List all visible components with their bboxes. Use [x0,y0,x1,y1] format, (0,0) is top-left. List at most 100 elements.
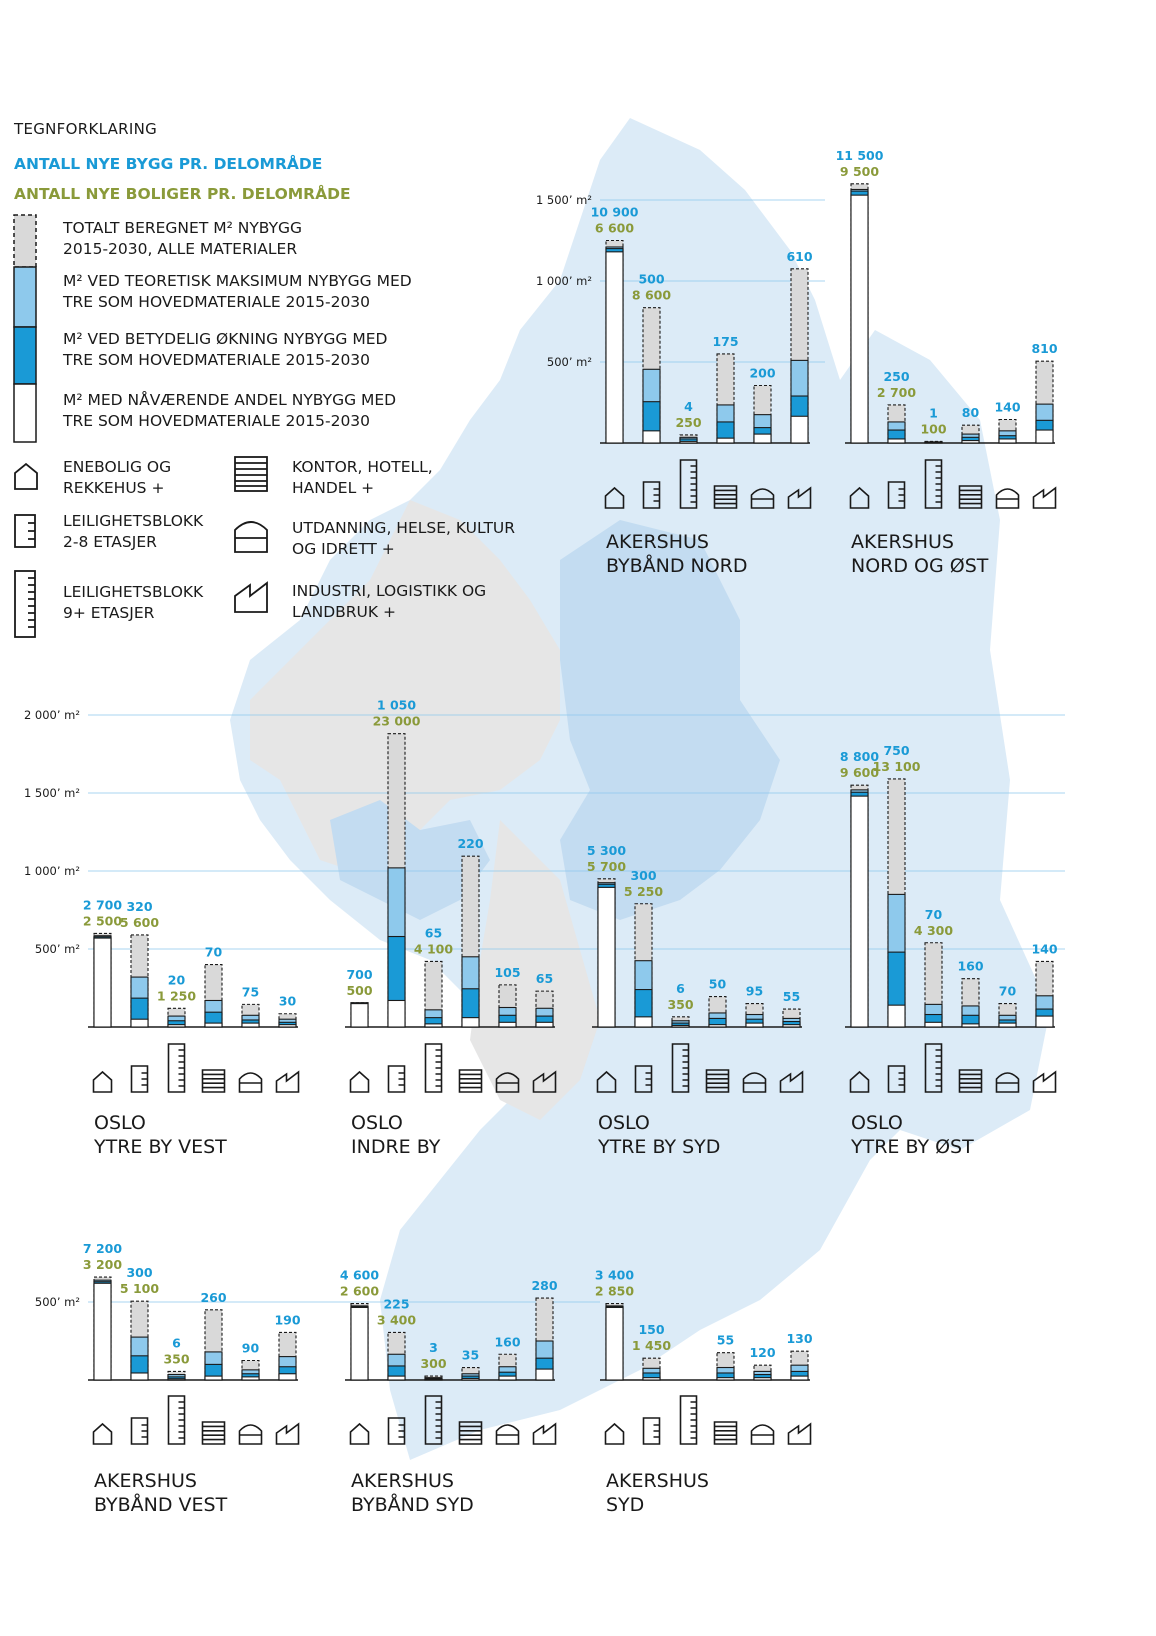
bar-current [167,1024,186,1028]
apartment-high-icon-shape [671,1043,690,1093]
bar-current [887,1004,906,1028]
bar-current [790,415,809,444]
homes-count: 23 000 [373,714,421,729]
house-icon [596,1070,617,1093]
bar-current [605,251,624,444]
bar-current [424,1023,443,1028]
apartment-high-icon-shape [167,1043,186,1093]
homes-count: 13 100 [873,759,921,774]
education-icon [234,521,268,553]
bar-current [753,433,772,444]
homes-count: 5 700 [587,859,626,874]
education-icon [495,1072,520,1093]
office-icon [201,1421,226,1445]
homes-count: 9 600 [840,765,879,780]
apartment-high-icon-shape [679,1395,698,1445]
buildings-count: 20 [168,972,186,987]
homes-count: 2 700 [877,385,916,400]
house-icon [92,1070,113,1093]
office-icon-shape [958,485,983,509]
industry-icon-shape [787,486,812,509]
house-icon-shape [604,1422,625,1445]
apartment-low-icon-shape [387,1065,406,1093]
industry-icon-shape [779,1070,804,1093]
office-icon [705,1069,730,1093]
homes-count: 4 300 [914,923,953,938]
buildings-count: 65 [425,925,442,940]
office-icon-shape [705,1069,730,1093]
region-name: AKERSHUS [606,1470,709,1492]
bar-current [998,438,1017,444]
homes-count: 4 100 [414,941,453,956]
buildings-count: 105 [494,965,520,980]
office-icon [713,1421,738,1445]
homes-count: 350 [163,1351,189,1366]
apartment-low-icon-shape [130,1065,149,1093]
region-subname: BYBÅND NORD [606,554,748,577]
buildings-count: 3 400 [595,1268,634,1283]
apartment-low-icon [387,1417,406,1445]
apartment-low-icon [130,1417,149,1445]
bar-current [716,1377,735,1381]
apartment-low-icon-shape [634,1065,653,1093]
tick-label: 500’ m² [35,1295,80,1309]
education-icon [495,1424,520,1445]
legend-swatch-current [13,383,37,443]
homes-count: 300 [420,1356,446,1371]
buildings-count: 55 [717,1333,734,1348]
bar-current [387,999,406,1028]
office-icon-shape [458,1421,483,1445]
homes-count: 3 200 [83,1257,122,1272]
region-name: AKERSHUS [351,1470,454,1492]
house-icon-shape [849,1070,870,1093]
house-icon-shape [92,1070,113,1093]
tick-label: 1 500’ m² [536,193,592,207]
bar-current [387,1375,406,1381]
buildings-count: 5 300 [587,843,626,858]
apartment-high-icon-shape [679,459,698,509]
buildings-count: 1 050 [377,698,416,713]
bar-current [716,437,735,444]
industry-icon [532,1070,557,1093]
map-region-inner [560,520,780,920]
bar-current [597,886,616,1028]
buildings-count: 65 [536,971,553,986]
education-icon [995,1072,1020,1093]
bar-current [605,1306,624,1381]
region-subname: INDRE BY [351,1136,441,1158]
apartment-low-icon [130,1065,149,1093]
apartment-low-icon-shape [887,481,906,509]
apartment-high-icon-shape [924,459,943,509]
bar-current [461,1017,480,1028]
bar-current [998,1022,1017,1028]
buildings-count: 610 [786,249,812,264]
region-subname: BYBÅND VEST [94,1493,228,1516]
legend-type-apartment-low: LEILIGHETSBLOKK 2-8 ETASJER [63,512,204,551]
apartment-high-icon [679,459,698,509]
apartment-low-icon [642,1417,661,1445]
bar-current [424,1378,443,1381]
buildings-count: 750 [883,743,909,758]
industry-icon [532,1422,557,1445]
apartment-high-icon [167,1043,186,1093]
homes-count: 3 400 [377,1312,416,1327]
apartment-low-icon-shape [887,1065,906,1093]
buildings-count: 120 [749,1345,775,1360]
industry-icon [275,1422,300,1445]
buildings-count: 160 [494,1334,520,1349]
house-icon-shape [596,1070,617,1093]
buildings-count: 70 [925,907,943,922]
apartment-high-icon [924,1043,943,1093]
map-region-center [330,800,490,920]
region-subname: YTRE BY VEST [93,1136,227,1158]
bar-current [350,1003,369,1028]
homes-count: 1 250 [157,988,196,1003]
bar-current [1035,429,1054,444]
legend-type-house: ENEBOLIG OG REKKEHUS + [63,458,172,497]
bar-current [850,795,869,1028]
education-icon-shape [238,1072,263,1093]
education-icon-shape [995,1072,1020,1093]
legend-stack-swatch [13,214,37,443]
